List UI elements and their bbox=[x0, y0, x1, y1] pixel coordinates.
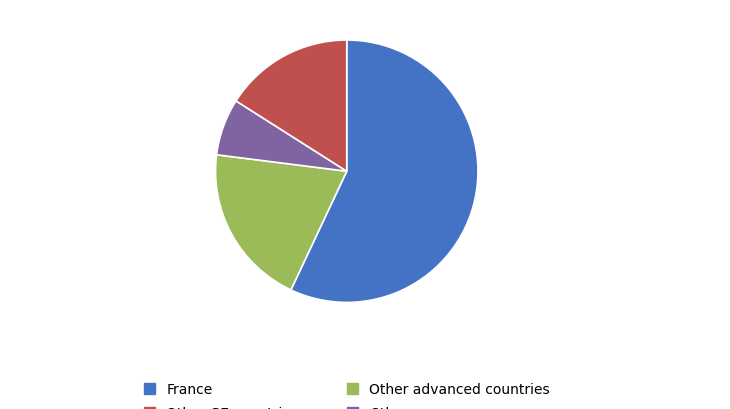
Wedge shape bbox=[217, 102, 347, 172]
Wedge shape bbox=[236, 41, 347, 172]
Wedge shape bbox=[291, 41, 478, 303]
Legend: France, Other G7 countries, Other advanced countries, Others: France, Other G7 countries, Other advanc… bbox=[144, 382, 550, 409]
Wedge shape bbox=[215, 155, 347, 290]
